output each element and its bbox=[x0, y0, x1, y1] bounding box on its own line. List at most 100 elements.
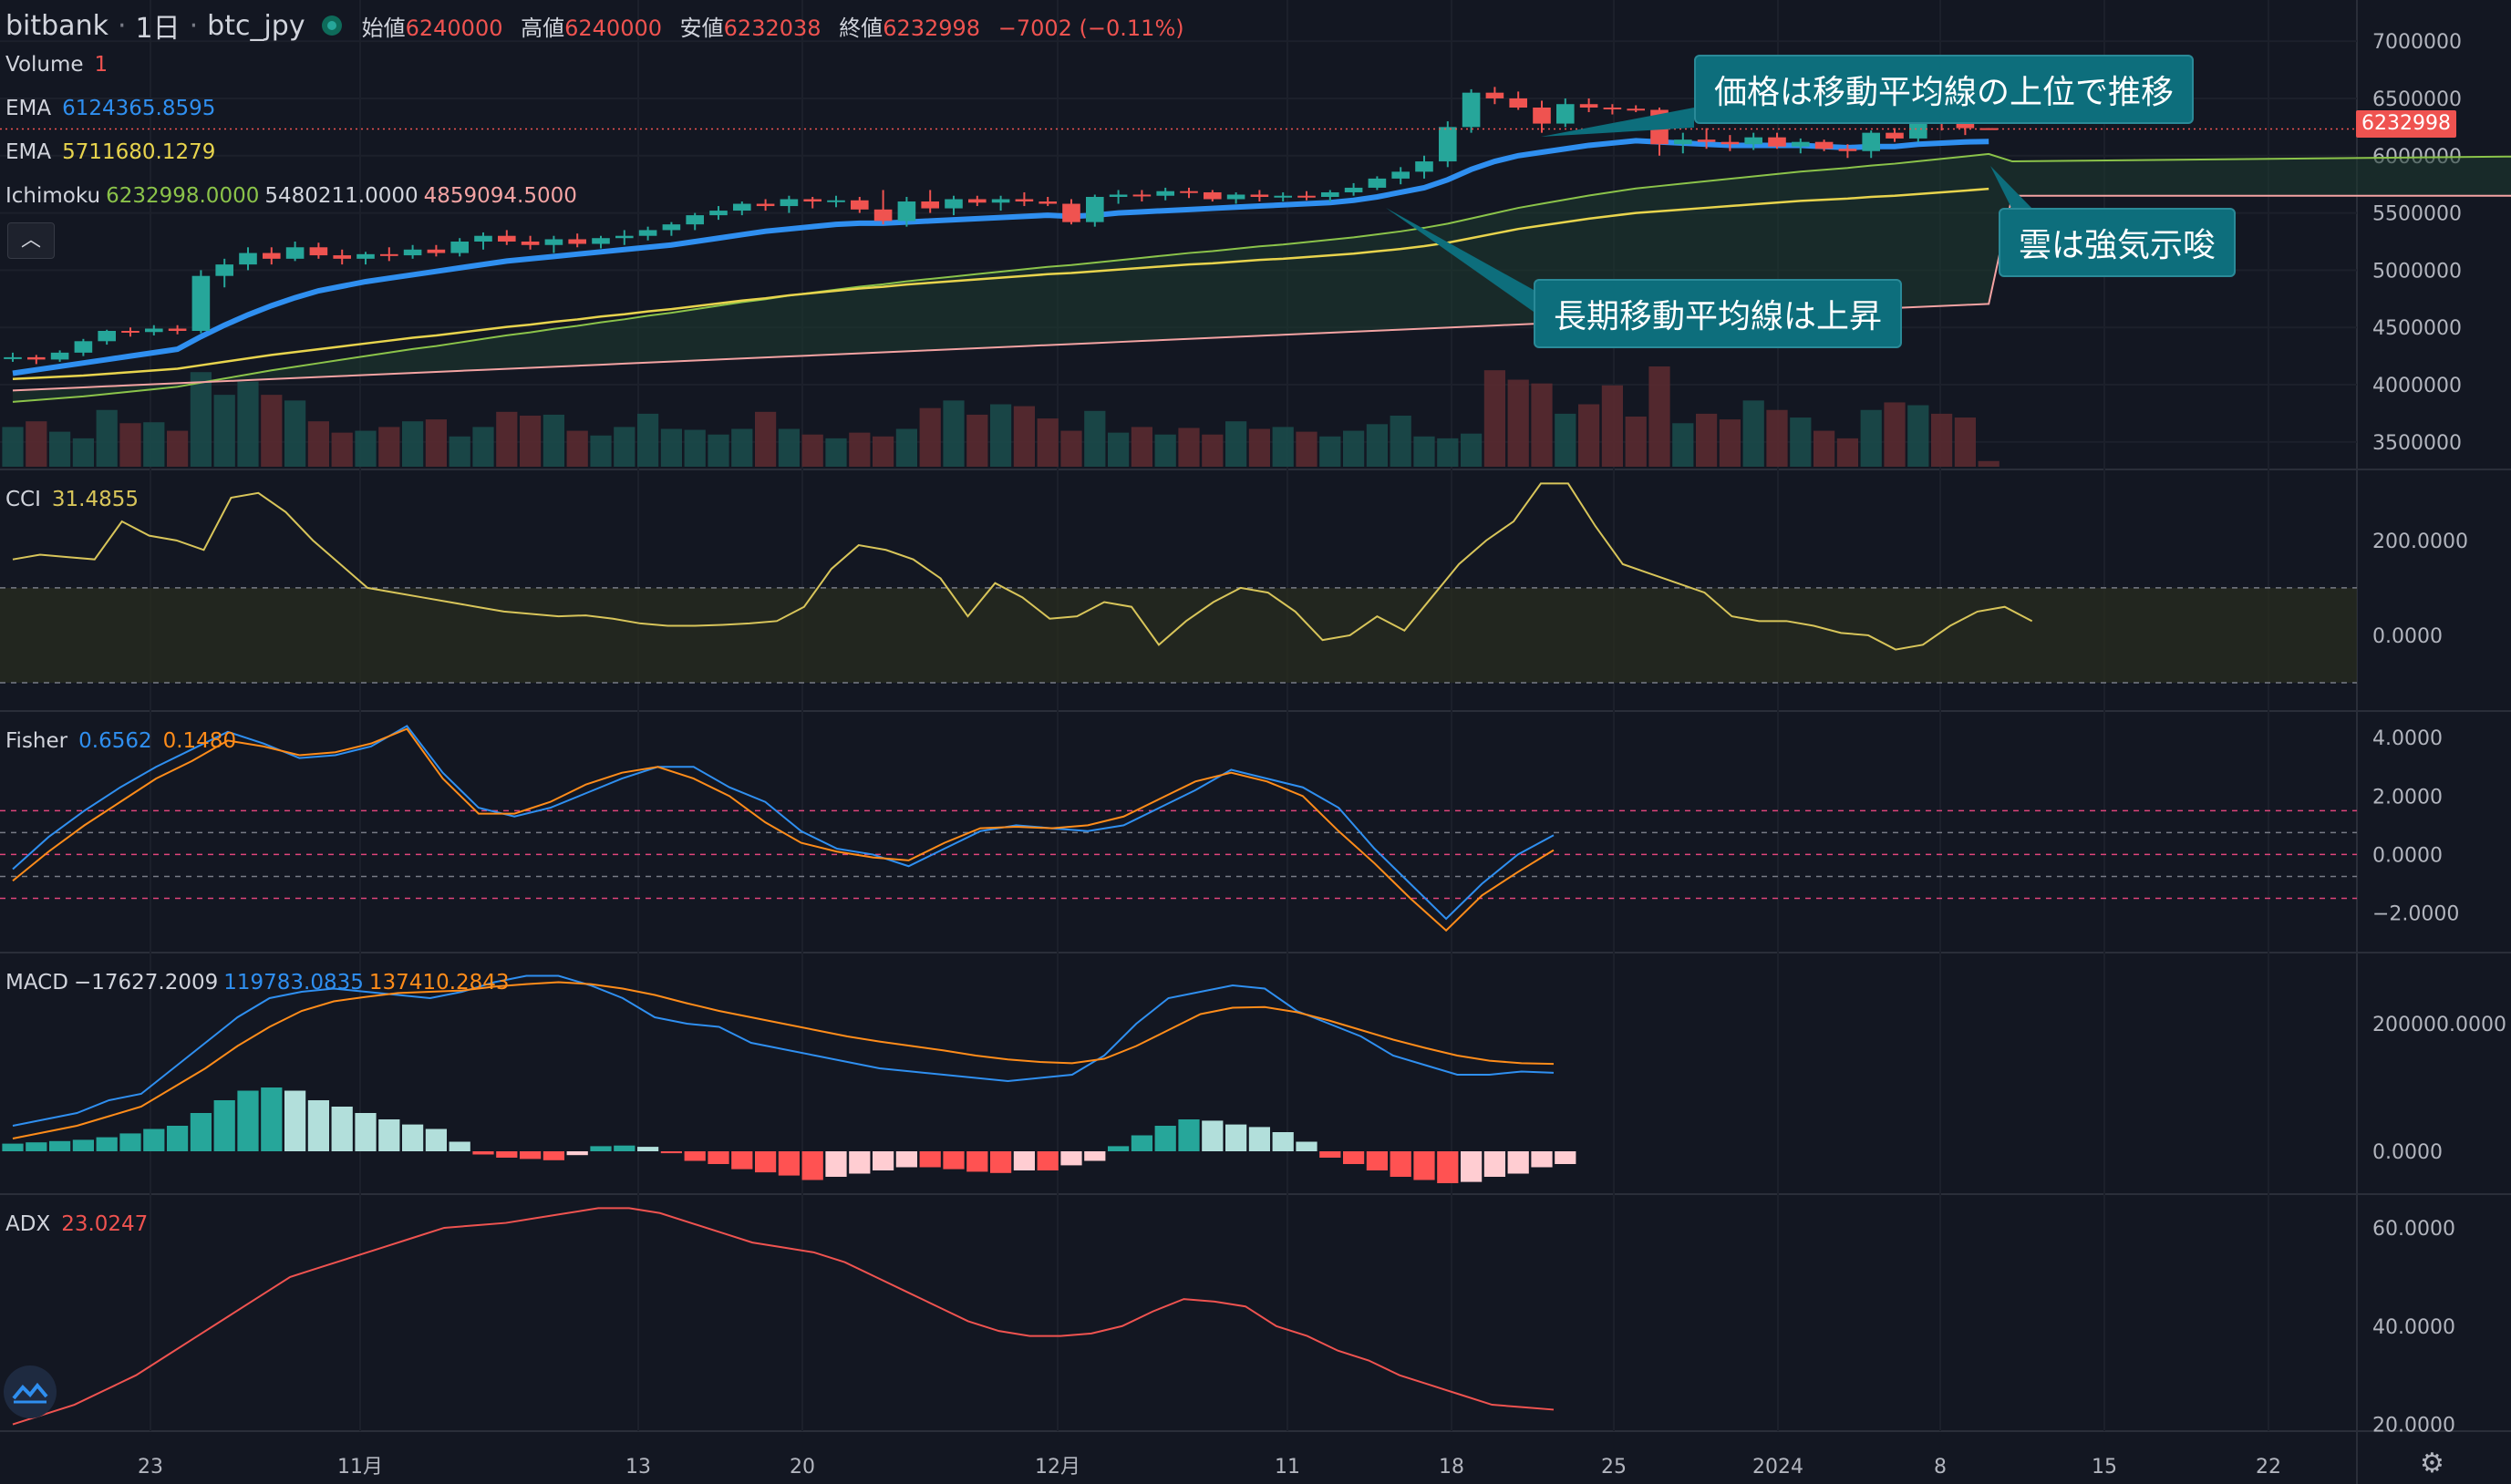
x-tick-label: 23 bbox=[138, 1456, 163, 1479]
macd-histogram-bar bbox=[378, 1119, 400, 1151]
annotation-price-above-ma[interactable]: 価格は移動平均線の上位で推移 bbox=[1694, 55, 2195, 124]
candle-body bbox=[1533, 108, 1551, 124]
volume-bar bbox=[1154, 434, 1176, 467]
x-tick-label: 8 bbox=[1934, 1456, 1947, 1479]
x-tick-label: 12月 bbox=[1035, 1456, 1080, 1479]
fisher-axis-label: −2.0000 bbox=[2372, 903, 2459, 926]
volume-bar bbox=[190, 372, 212, 467]
macd-histogram-bar bbox=[331, 1107, 353, 1151]
volume-legend[interactable]: Volume 1 bbox=[5, 51, 119, 78]
close-value: 6232998 bbox=[883, 15, 981, 41]
volume-bar bbox=[261, 395, 283, 467]
candle-body bbox=[403, 249, 422, 256]
macd-value: 119783.0835 bbox=[223, 971, 364, 994]
x-tick-label: 22 bbox=[2256, 1456, 2281, 1479]
volume-bar bbox=[496, 411, 518, 467]
ema-slow-label: EMA bbox=[5, 140, 52, 164]
ichimoku-cloud bbox=[13, 153, 2511, 402]
open-value: 6240000 bbox=[405, 15, 503, 41]
macd-histogram-bar bbox=[1131, 1135, 1153, 1151]
candle-body bbox=[544, 239, 563, 245]
high-value: 6240000 bbox=[564, 15, 663, 41]
macd-histogram-bar bbox=[1507, 1151, 1529, 1174]
candle-body bbox=[1250, 194, 1269, 197]
price-axis-label: 7000000 bbox=[2372, 31, 2462, 54]
macd-histogram-bar bbox=[542, 1151, 565, 1160]
collapse-legend-button[interactable]: ︿ bbox=[7, 222, 55, 259]
ema-slow-legend[interactable]: EMA 5711680.1279 bbox=[5, 139, 226, 166]
volume-bar bbox=[1884, 402, 1906, 467]
macd-histogram-bar bbox=[1296, 1141, 1318, 1151]
macd-histogram-bar bbox=[919, 1151, 941, 1168]
volume-bar bbox=[1907, 405, 1929, 467]
candle-body bbox=[1085, 197, 1104, 222]
volume-bar bbox=[1555, 413, 1576, 467]
volume-bar bbox=[943, 400, 965, 467]
symbol-name[interactable]: btc_jpy bbox=[207, 9, 305, 42]
volume-bar bbox=[2, 427, 24, 467]
macd-histogram-bar bbox=[1084, 1151, 1106, 1161]
ichimoku-span-a bbox=[12, 152, 2511, 403]
volume-bar bbox=[1790, 417, 1812, 467]
x-tick-label: 11 bbox=[1275, 1456, 1300, 1479]
volume-bar bbox=[166, 430, 189, 467]
adx-legend[interactable]: ADX 23.0247 bbox=[5, 1211, 159, 1238]
settings-gear-icon[interactable]: ⚙ bbox=[2420, 1448, 2444, 1479]
macd-histogram-bar bbox=[1224, 1124, 1247, 1151]
volume-bar bbox=[1013, 406, 1036, 467]
ichimoku-legend[interactable]: Ichimoku 6232998.0000 5480211.0000 4859094.… bbox=[5, 182, 583, 210]
tradingview-logo-icon[interactable] bbox=[4, 1365, 57, 1418]
volume-bar bbox=[472, 427, 494, 467]
candle-body bbox=[497, 235, 516, 242]
volume-bar bbox=[966, 414, 988, 467]
annotation-cloud-bullish[interactable]: 雲は強気示唆 bbox=[1999, 208, 2237, 277]
macd-legend[interactable]: MACD −17627.2009 119783.0835 137410.2843 bbox=[5, 969, 515, 996]
candle-body bbox=[1320, 191, 1339, 197]
candle-body bbox=[921, 201, 940, 209]
candle-body bbox=[474, 235, 492, 242]
volume-bar bbox=[331, 432, 353, 467]
volume-bar bbox=[401, 421, 424, 467]
ema-fast-legend[interactable]: EMA 6124365.8595 bbox=[5, 95, 226, 122]
exchange-name[interactable]: bitbank bbox=[5, 9, 108, 42]
macd-histogram-bar bbox=[1366, 1151, 1389, 1170]
candle-body bbox=[1838, 149, 1857, 151]
candle-body bbox=[1579, 104, 1598, 108]
macd-histogram-bar bbox=[1531, 1151, 1553, 1168]
volume-bar bbox=[48, 431, 71, 467]
macd-axis-label: 200000.0000 bbox=[2372, 1014, 2506, 1036]
volume-bar bbox=[1296, 431, 1318, 467]
macd-histogram-bar bbox=[237, 1090, 259, 1151]
candle-body bbox=[1062, 203, 1080, 222]
volume-bar bbox=[119, 423, 141, 467]
volume-bar bbox=[1060, 430, 1082, 467]
symbol-header: bitbank · 1日 · btc_jpy 始値6240000 高値62400… bbox=[5, 5, 1195, 46]
ema-fast-value: 6124365.8595 bbox=[62, 97, 216, 120]
volume-bar bbox=[1224, 421, 1247, 467]
macd-histogram-bar bbox=[1202, 1120, 1224, 1151]
macd-histogram-bar bbox=[1037, 1151, 1059, 1170]
fisher-trigger-value: 0.1480 bbox=[162, 729, 237, 753]
cci-legend[interactable]: CCI 31.4855 bbox=[5, 486, 150, 513]
volume-bar bbox=[849, 432, 871, 467]
adx-label: ADX bbox=[5, 1212, 51, 1236]
x-tick-label: 20 bbox=[790, 1456, 815, 1479]
candle-body bbox=[1768, 137, 1786, 147]
candle-body bbox=[1274, 195, 1293, 198]
macd-histogram-bar bbox=[778, 1151, 801, 1176]
volume-bar bbox=[614, 427, 636, 467]
adx-line bbox=[12, 1207, 1555, 1426]
volume-bar bbox=[1930, 413, 1953, 467]
candle-body bbox=[1814, 141, 1834, 149]
volume-bar bbox=[872, 436, 894, 467]
interval-label[interactable]: 1日 bbox=[135, 13, 181, 45]
candle-body bbox=[1156, 191, 1175, 196]
macd-histogram-bar bbox=[2, 1143, 24, 1151]
fisher-legend[interactable]: Fisher 0.6562 0.1480 bbox=[5, 727, 247, 755]
candle-body bbox=[285, 247, 305, 259]
volume-bar bbox=[1131, 427, 1153, 467]
ichimoku-value-2: 5480211.0000 bbox=[264, 184, 418, 208]
annotation-long-ma-rising[interactable]: 長期移動平均線は上昇 bbox=[1534, 279, 1903, 348]
adx-axis-label: 20.0000 bbox=[2372, 1415, 2455, 1438]
volume-value: 1 bbox=[94, 53, 108, 77]
